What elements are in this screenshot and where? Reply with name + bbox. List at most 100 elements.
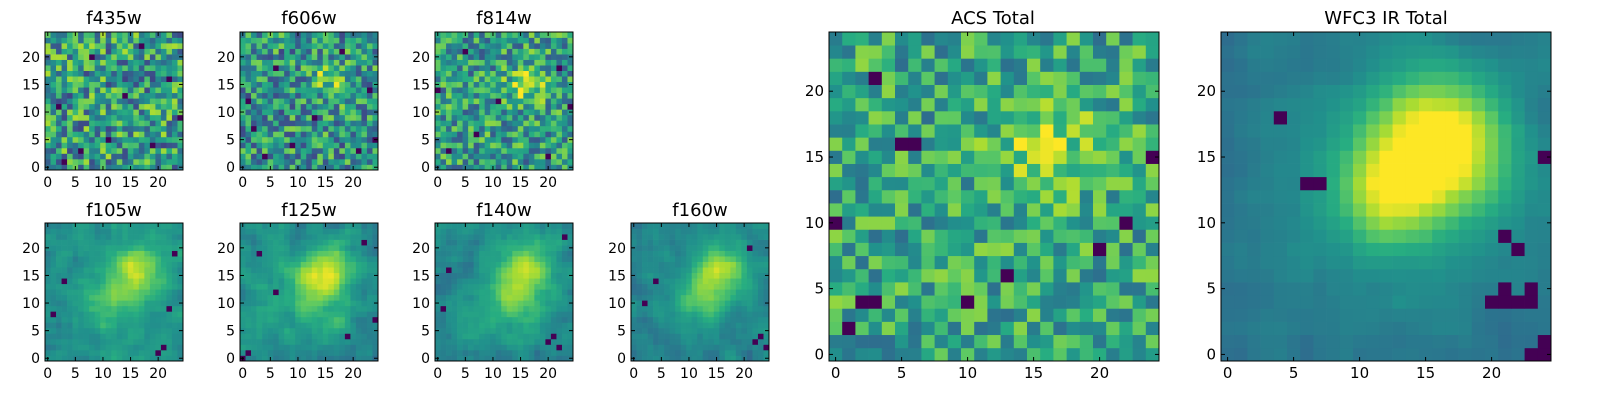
heatmap-cell [278,333,285,340]
heatmap-cell [435,283,441,290]
heatmap-cell [881,295,896,309]
heatmap-cell [350,65,357,71]
heatmap-cell [561,65,568,71]
heatmap-cell [289,234,296,240]
heatmap-cell [636,256,643,262]
heatmap-cell [517,87,524,94]
heatmap-cell [545,98,552,105]
heatmap-cell [67,316,73,323]
heatmap-cell [490,311,497,318]
heatmap-cell [517,76,524,83]
heatmap-cell [72,283,79,290]
heatmap-cell [333,81,340,88]
heatmap-cell [328,289,335,296]
heatmap-cell [366,109,373,116]
heatmap-cell [355,81,362,88]
heatmap-cell [333,142,340,149]
heatmap-cell [262,158,268,165]
heatmap-cell [528,322,535,329]
heatmap-cell [133,131,140,138]
heatmap-cell [149,278,156,285]
heatmap-cell [284,289,291,296]
heatmap-cell [462,294,469,301]
heatmap-cell [631,256,637,262]
heatmap-cell [273,48,279,55]
heatmap-cell [160,98,167,105]
heatmap-cell [647,322,654,329]
heatmap-cell [138,131,145,138]
heatmap-cell [61,228,68,235]
heatmap-cell [322,37,329,44]
heatmap-cell [1013,255,1028,270]
heatmap-cell [735,234,742,240]
heatmap-cell [501,338,508,345]
heatmap-cell [506,316,513,323]
heatmap-cell [658,311,665,318]
heatmap-cell [177,338,184,345]
heatmap-cell [100,136,107,143]
heatmap-cell [462,59,469,66]
heatmap-cell [746,322,753,329]
heatmap-cells [435,223,574,362]
heatmap-cell [506,81,513,88]
heatmap-cell [691,349,698,356]
heatmap-cell [855,334,869,349]
heatmap-cell [273,32,279,38]
heatmap-cell [245,81,252,88]
heatmap-cell [545,300,552,307]
heatmap-cell [752,278,759,285]
heatmap-cell [83,355,90,362]
heatmap-cell [490,256,497,262]
heatmap-cell [512,223,519,229]
heatmap-cell [105,261,112,268]
heatmap-cell [155,37,162,44]
heatmap-cell [149,147,156,154]
heatmap-cell [284,103,291,110]
heatmap-cell [730,333,737,340]
heatmap-cell [1013,268,1028,283]
heatmap-cell [45,316,51,323]
heatmap-cell [89,158,96,165]
heatmap-cell [300,228,307,235]
heatmap-cell [1000,308,1015,322]
heatmap-cell [160,245,167,251]
heatmap-cell [127,311,134,318]
heatmap-cell [440,70,447,77]
heatmap-cell [534,223,541,229]
heatmap-cell [251,43,257,49]
heatmap-cell [545,261,552,268]
heatmap-cell [284,305,291,312]
heatmap-cell [545,103,552,110]
heatmap-cell [545,158,552,165]
heatmap-cell [550,256,557,262]
heatmap-cell [1093,203,1107,217]
heatmap-cell [72,92,79,99]
heatmap-cell [284,283,291,290]
heatmap-cell [56,98,62,105]
heatmap-cell [89,37,96,44]
heatmap-cell [686,311,693,318]
heatmap-cell [934,216,949,230]
heatmap-cell [719,234,726,240]
heatmap-cell [664,228,670,235]
heatmap-cell [311,92,318,99]
heatmap-cell [56,76,62,83]
heatmap-cell [138,289,145,296]
heatmap-cell [561,147,568,154]
heatmap-cell [344,278,351,285]
heatmap-cells [631,223,770,362]
heatmap-cell [561,327,568,334]
heatmap-cell [273,87,279,94]
heatmap-cell [83,289,90,296]
heatmap-cell [155,338,162,345]
heatmap-cell [251,267,257,274]
heatmap-cell [317,272,324,279]
heatmap-cell [680,267,687,274]
heatmap-cell [251,142,257,149]
heatmap-cell [144,289,151,296]
heatmap-cell [240,294,246,301]
heatmap-cell [881,282,896,296]
heatmap-cell [262,311,268,318]
heatmap-cell [462,250,469,257]
